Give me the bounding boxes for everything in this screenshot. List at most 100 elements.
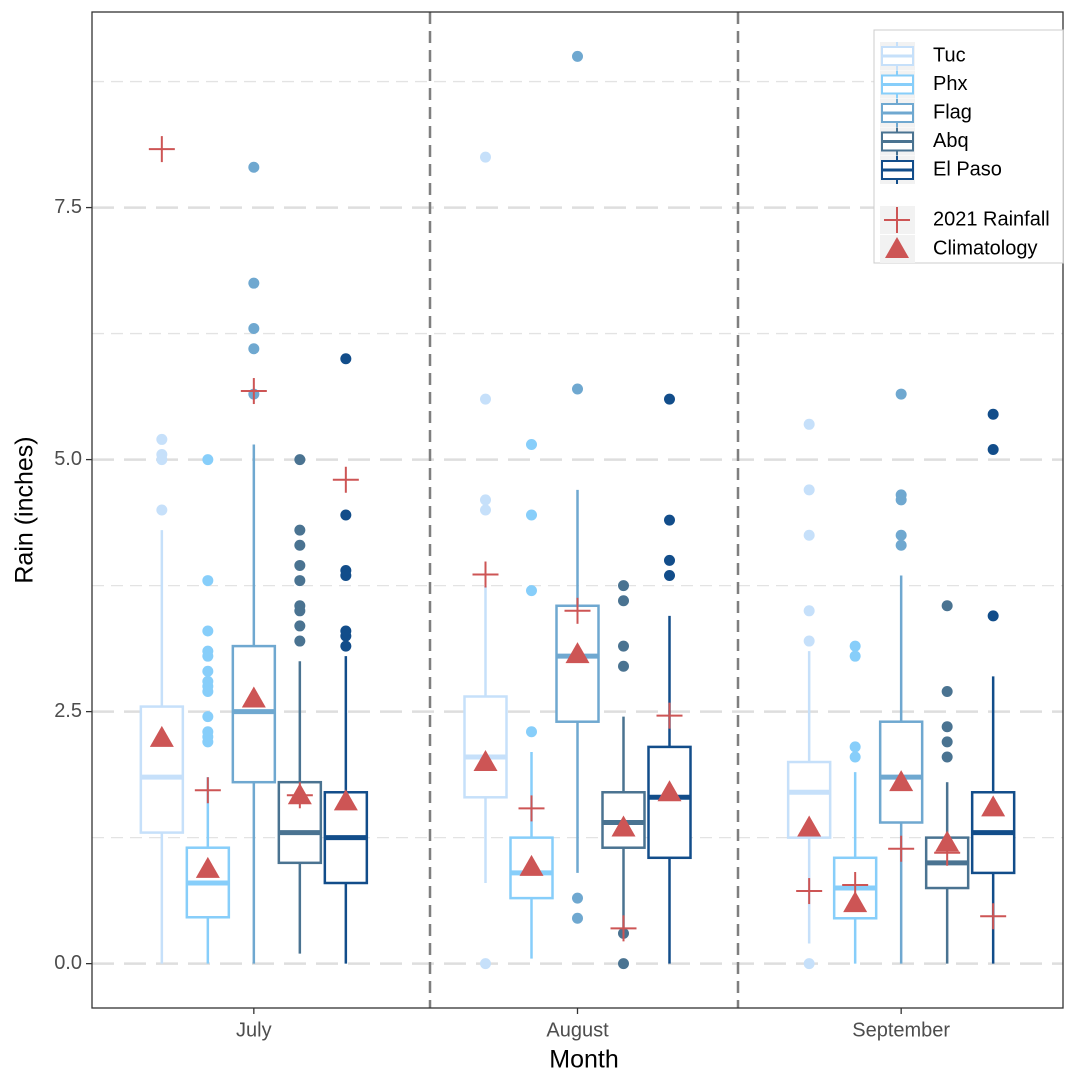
outlier <box>618 640 629 652</box>
outlier <box>248 343 260 355</box>
climatology-marker <box>611 815 636 837</box>
outlier <box>202 575 214 587</box>
outlier <box>618 660 629 672</box>
legend-label: El Paso <box>933 158 1002 180</box>
outlier <box>294 524 306 536</box>
outlier <box>156 449 168 461</box>
climatology-marker <box>241 686 266 708</box>
legend-label: Flag <box>933 101 972 123</box>
climatology-marker <box>287 783 312 805</box>
outlier <box>987 408 999 420</box>
outlier <box>941 751 953 763</box>
rainfall-marker <box>564 597 591 624</box>
outlier <box>526 726 537 738</box>
outlier <box>526 438 537 450</box>
outlier <box>294 635 306 647</box>
legend-label: Tuc <box>933 44 966 66</box>
rainfall-marker <box>240 378 267 405</box>
climatology-marker <box>657 780 682 802</box>
y-tick-label: 7.5 <box>54 196 82 218</box>
x-tick-label: September <box>852 1019 950 1041</box>
outlier <box>248 323 260 335</box>
outlier <box>664 393 675 405</box>
outlier <box>202 711 214 723</box>
legend-label: 2021 Rainfall <box>933 208 1050 230</box>
outlier <box>572 50 583 62</box>
outlier <box>895 529 907 541</box>
outlier <box>480 504 491 516</box>
rainfall-marker <box>194 777 221 804</box>
outlier <box>849 741 861 753</box>
outlier <box>803 958 815 970</box>
x-axis-title: Month <box>549 1046 618 1074</box>
climatology-marker <box>565 642 590 664</box>
climatology-marker <box>797 815 822 837</box>
y-tick-label: 0.0 <box>54 952 82 974</box>
outlier <box>480 393 491 405</box>
outlier <box>294 620 306 632</box>
legend: Tuc Phx Flag Abq El Paso 2021 Rainfall Climato… <box>873 29 1064 264</box>
legend-label: Abq <box>933 130 969 152</box>
outlier <box>803 605 815 617</box>
outlier <box>340 564 352 576</box>
outlier <box>294 600 306 612</box>
legend-label: Phx <box>933 73 967 95</box>
outlier <box>618 958 629 970</box>
climatology-marker <box>889 770 914 792</box>
climatology-marker <box>333 789 358 811</box>
outlier <box>664 570 675 582</box>
outlier <box>248 161 260 173</box>
outlier <box>664 514 675 526</box>
climatology-marker <box>519 854 544 876</box>
outlier <box>849 751 861 763</box>
box <box>647 745 692 860</box>
outlier <box>618 595 629 607</box>
outlier <box>294 539 306 551</box>
x-tick-label: July <box>236 1019 272 1041</box>
x-tick-label: August <box>546 1019 609 1041</box>
outlier <box>480 494 491 506</box>
rainfall-marker <box>980 903 1007 930</box>
outlier <box>156 504 168 516</box>
climatology-marker <box>843 891 868 913</box>
outlier <box>526 509 537 521</box>
outlier <box>340 640 352 652</box>
rainfall-marker <box>888 835 915 862</box>
outlier <box>941 600 953 612</box>
outlier <box>294 575 306 587</box>
outlier <box>294 454 306 466</box>
y-tick-label: 2.5 <box>54 700 82 722</box>
outlier <box>526 585 537 597</box>
rainfall-marker <box>656 702 683 729</box>
outlier <box>664 554 675 566</box>
outlier <box>849 640 861 652</box>
outlier <box>340 625 352 637</box>
rainfall-marker <box>332 466 359 493</box>
climatology-marker <box>473 750 498 772</box>
outlier <box>202 454 214 466</box>
rainfall-marker <box>796 878 823 905</box>
outlier <box>572 383 583 395</box>
y-axis-title: Rain (inches) <box>11 436 39 583</box>
outlier <box>941 721 953 733</box>
outlier <box>895 388 907 400</box>
climatology-marker <box>195 856 220 878</box>
outlier <box>156 433 168 445</box>
rainfall-marker <box>884 207 910 233</box>
y-tick-label: 5.0 <box>54 448 82 470</box>
box <box>139 705 185 834</box>
outlier <box>294 559 306 571</box>
outlier <box>572 892 583 904</box>
outlier <box>480 151 491 163</box>
outlier <box>202 665 214 677</box>
outlier <box>941 736 953 748</box>
outlier <box>803 484 815 496</box>
climatology-marker <box>885 237 909 258</box>
outlier <box>572 912 583 924</box>
outlier <box>849 650 861 662</box>
outlier <box>618 580 629 592</box>
outlier <box>941 685 953 697</box>
outlier <box>202 645 214 657</box>
climatology-marker <box>981 795 1006 817</box>
